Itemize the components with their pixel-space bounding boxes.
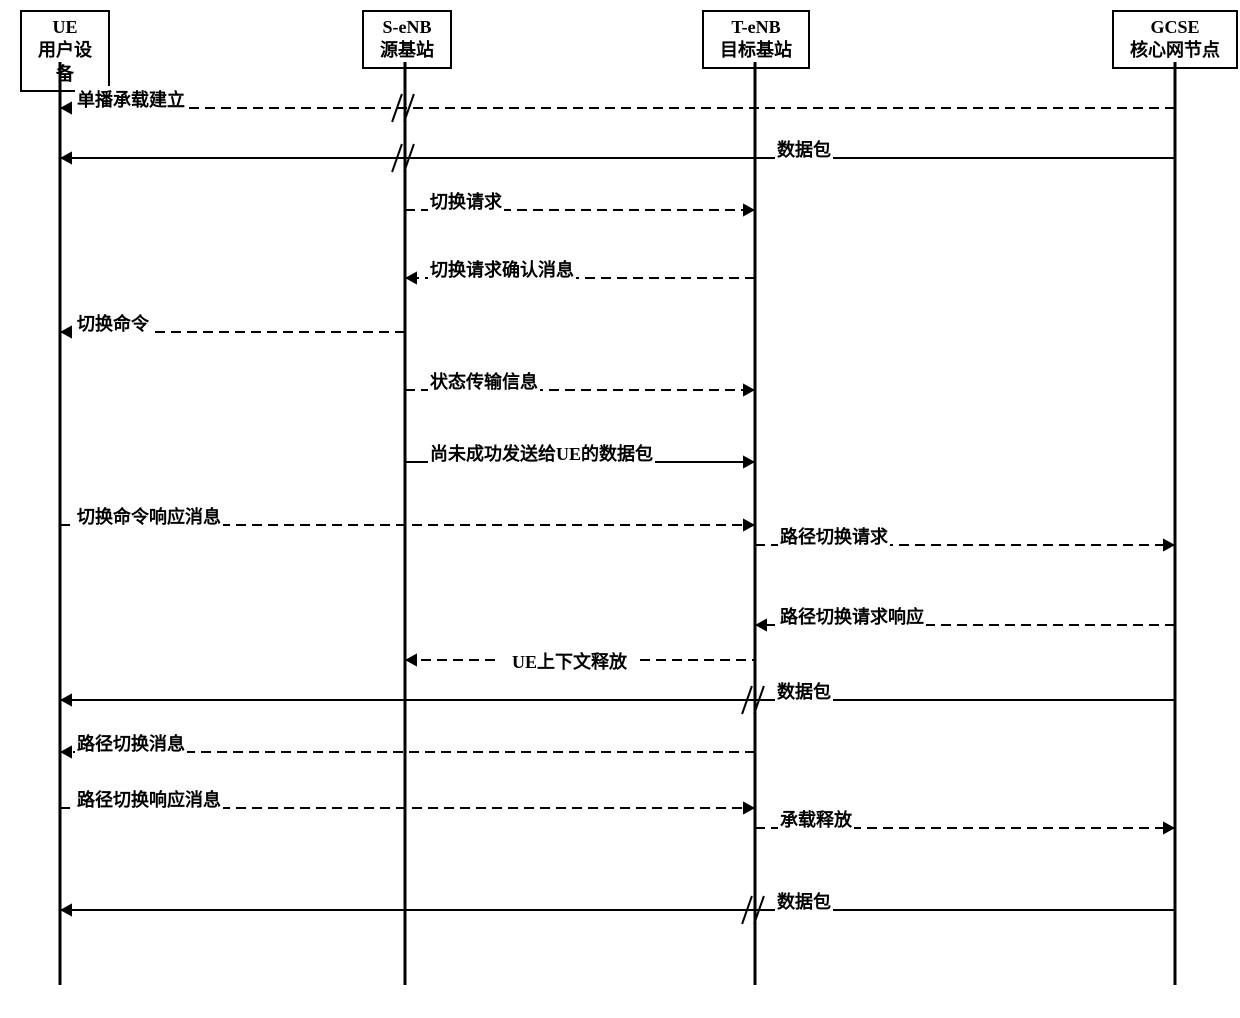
sequence-diagram: UE 用户设备 S-eNB 源基站 T-eNB 目标基站 GCSE 核心网节点 … (0, 0, 1240, 1018)
message-label: 数据包 (775, 136, 833, 162)
message-label: 切换命令 (75, 310, 151, 336)
message-label: 路径切换请求 (778, 523, 890, 549)
message-label: 承载释放 (778, 806, 854, 832)
message-label: 切换请求确认消息 (428, 256, 576, 282)
message-label: 数据包 (775, 678, 833, 704)
message-label: 状态传输信息 (428, 368, 540, 394)
message-label: 切换命令响应消息 (75, 503, 223, 529)
message-label: 路径切换响应消息 (75, 786, 223, 812)
message-label: UE上下文释放 (510, 648, 629, 674)
message-label: 切换请求 (428, 188, 504, 214)
message-label: 路径切换消息 (75, 730, 187, 756)
message-label: 单播承载建立 (75, 86, 187, 112)
message-label: 路径切换请求响应 (778, 603, 926, 629)
message-label: 尚未成功发送给UE的数据包 (428, 440, 655, 466)
message-label: 数据包 (775, 888, 833, 914)
